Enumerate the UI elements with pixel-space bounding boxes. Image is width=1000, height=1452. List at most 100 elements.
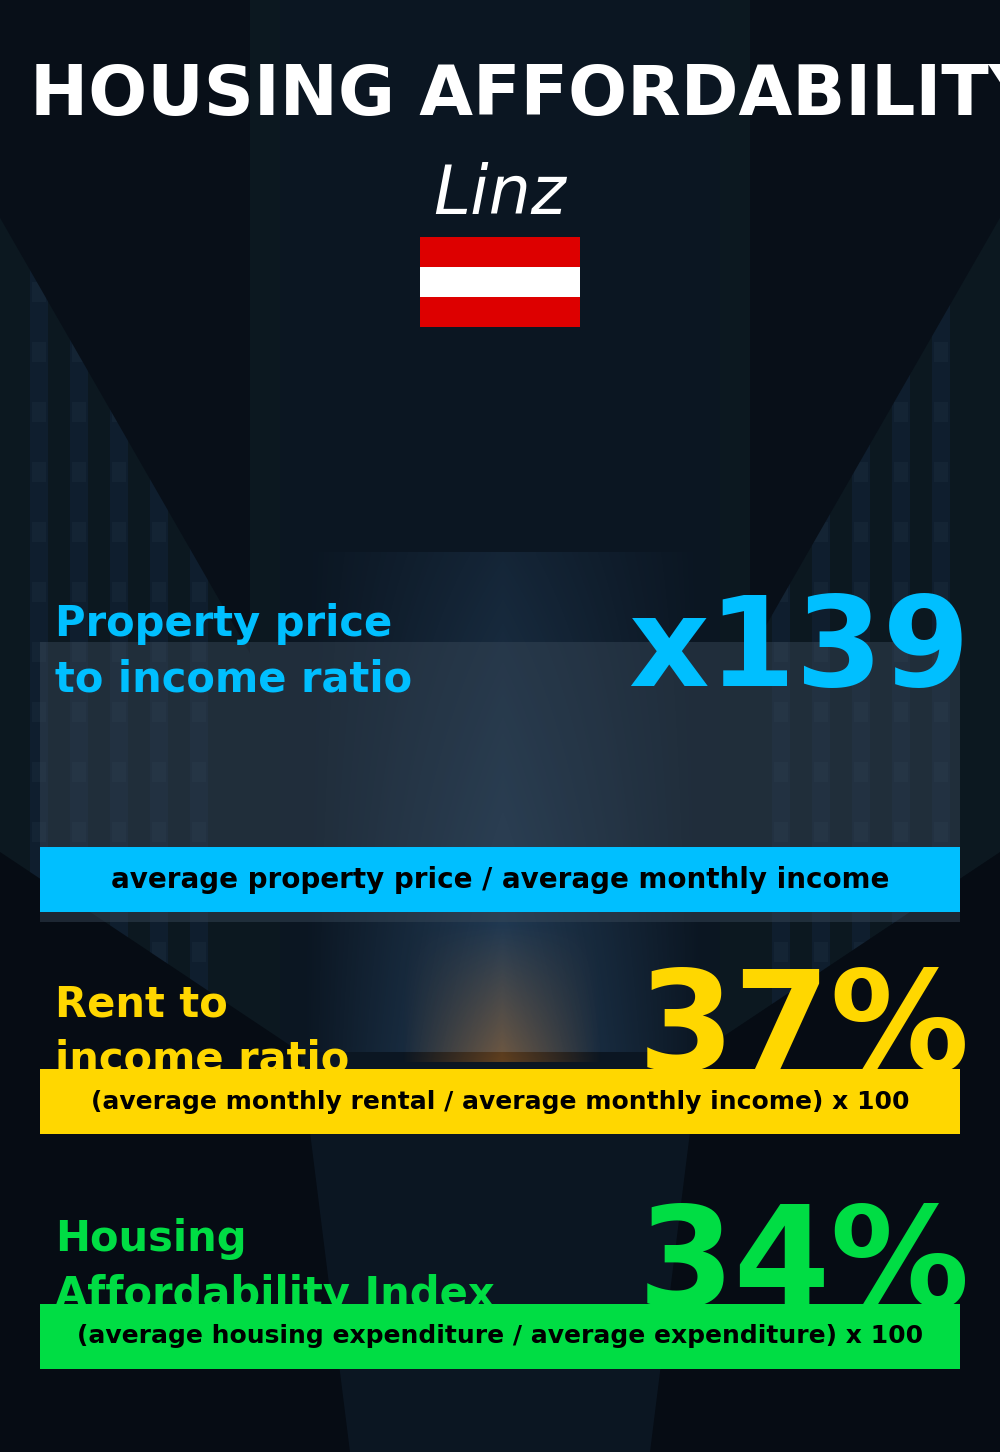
Bar: [32, 1002, 46, 1022]
Bar: [774, 523, 788, 542]
Bar: [774, 701, 788, 722]
Bar: [152, 701, 166, 722]
Bar: [774, 1122, 788, 1143]
Bar: [854, 642, 868, 662]
Bar: [112, 402, 126, 423]
Bar: [812, 0, 830, 1252]
Bar: [894, 102, 908, 122]
Bar: [934, 762, 948, 783]
Bar: [152, 1002, 166, 1022]
Bar: [894, 822, 908, 842]
Bar: [934, 222, 948, 242]
Bar: [774, 163, 788, 182]
Text: (average monthly rental / average monthly income) x 100: (average monthly rental / average monthl…: [91, 1089, 909, 1114]
Bar: [934, 1122, 948, 1143]
Bar: [40, 642, 960, 922]
Bar: [934, 523, 948, 542]
Bar: [774, 822, 788, 842]
Bar: [894, 282, 908, 302]
Bar: [774, 881, 788, 902]
Bar: [854, 1182, 868, 1202]
Bar: [32, 1122, 46, 1143]
Bar: [192, 1182, 206, 1202]
Bar: [112, 1002, 126, 1022]
Bar: [192, 102, 206, 122]
Bar: [192, 942, 206, 963]
Bar: [32, 282, 46, 302]
Bar: [72, 222, 86, 242]
Bar: [892, 0, 910, 1252]
Bar: [32, 942, 46, 963]
Bar: [814, 642, 828, 662]
Bar: [774, 222, 788, 242]
Bar: [814, 762, 828, 783]
Bar: [30, 0, 48, 1252]
Bar: [32, 163, 46, 182]
Bar: [112, 1122, 126, 1143]
Bar: [192, 1061, 206, 1082]
Bar: [894, 1061, 908, 1082]
Bar: [934, 163, 948, 182]
Bar: [0, 0, 280, 1151]
Bar: [72, 1002, 86, 1022]
Text: (average housing expenditure / average expenditure) x 100: (average housing expenditure / average e…: [77, 1324, 923, 1349]
Bar: [854, 282, 868, 302]
Bar: [934, 942, 948, 963]
Bar: [854, 762, 868, 783]
Bar: [192, 163, 206, 182]
Bar: [814, 163, 828, 182]
Bar: [72, 701, 86, 722]
Bar: [152, 822, 166, 842]
Bar: [854, 462, 868, 482]
Polygon shape: [0, 852, 350, 1452]
Bar: [152, 1182, 166, 1202]
Bar: [112, 822, 126, 842]
Bar: [112, 942, 126, 963]
Bar: [774, 462, 788, 482]
Bar: [894, 582, 908, 603]
Bar: [814, 402, 828, 423]
Bar: [814, 942, 828, 963]
Bar: [40, 1069, 960, 1134]
Bar: [192, 462, 206, 482]
Bar: [894, 462, 908, 482]
Bar: [854, 222, 868, 242]
Bar: [192, 222, 206, 242]
Bar: [72, 1061, 86, 1082]
Bar: [814, 462, 828, 482]
Bar: [192, 1002, 206, 1022]
Bar: [112, 881, 126, 902]
Bar: [72, 642, 86, 662]
Bar: [774, 582, 788, 603]
Bar: [72, 343, 86, 362]
Bar: [774, 102, 788, 122]
Bar: [72, 523, 86, 542]
Bar: [854, 582, 868, 603]
Bar: [774, 942, 788, 963]
Bar: [894, 942, 908, 963]
Bar: [854, 701, 868, 722]
Text: Housing
Affordability Index: Housing Affordability Index: [55, 1218, 495, 1316]
Bar: [72, 822, 86, 842]
Bar: [774, 642, 788, 662]
Bar: [854, 163, 868, 182]
Bar: [152, 942, 166, 963]
Bar: [112, 523, 126, 542]
Bar: [72, 402, 86, 423]
Text: 37%: 37%: [638, 964, 970, 1099]
Bar: [152, 462, 166, 482]
Bar: [72, 163, 86, 182]
Bar: [932, 0, 950, 1252]
Bar: [112, 1061, 126, 1082]
Bar: [152, 1061, 166, 1082]
Bar: [934, 582, 948, 603]
Bar: [150, 0, 168, 1252]
Bar: [72, 1182, 86, 1202]
Bar: [934, 1002, 948, 1022]
Bar: [32, 222, 46, 242]
Bar: [814, 822, 828, 842]
Bar: [40, 1304, 960, 1369]
Bar: [934, 102, 948, 122]
Bar: [934, 402, 948, 423]
Bar: [192, 523, 206, 542]
